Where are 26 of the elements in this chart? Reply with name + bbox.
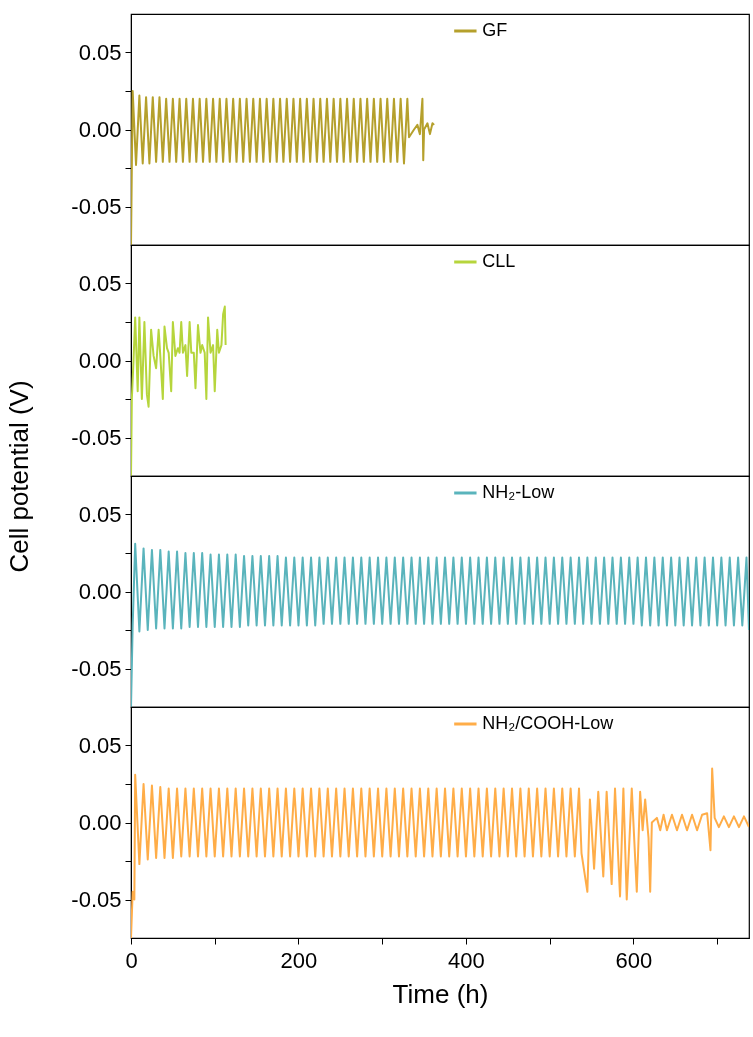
y-tick-label: 0.05 xyxy=(78,502,122,527)
line-series xyxy=(131,90,436,245)
y-tick-label: 0.05 xyxy=(78,40,122,65)
y-tick-label: 0.05 xyxy=(78,271,122,296)
legend-label: NH₂-Low xyxy=(482,482,556,502)
y-tick-label: -0.05 xyxy=(71,425,122,450)
y-tick-label: 0.00 xyxy=(78,348,122,373)
y-axis-title: Cell potential (V) xyxy=(3,380,34,573)
line-series xyxy=(131,767,749,938)
y-tick-label: -0.05 xyxy=(71,656,122,681)
y-tick-label: 0.00 xyxy=(78,117,122,142)
legend-label: GF xyxy=(482,20,508,40)
y-tick-label: -0.05 xyxy=(71,194,122,219)
legend-label: CLL xyxy=(482,251,516,271)
x-tick-label: 200 xyxy=(280,947,318,973)
y-tick-label: 0.00 xyxy=(78,810,122,835)
x-tick-label: 600 xyxy=(615,947,653,973)
x-tick-label: 0 xyxy=(125,947,138,973)
x-tick-label: 400 xyxy=(448,947,485,973)
y-tick-label: -0.05 xyxy=(71,887,122,912)
line-series xyxy=(131,305,227,476)
line-series xyxy=(131,542,749,707)
y-tick-label: 0.00 xyxy=(78,579,122,604)
y-tick-label: 0.05 xyxy=(78,733,122,758)
legend-label: NH₂/COOH-Low xyxy=(482,713,615,733)
x-axis-title: Time (h) xyxy=(392,978,489,1009)
